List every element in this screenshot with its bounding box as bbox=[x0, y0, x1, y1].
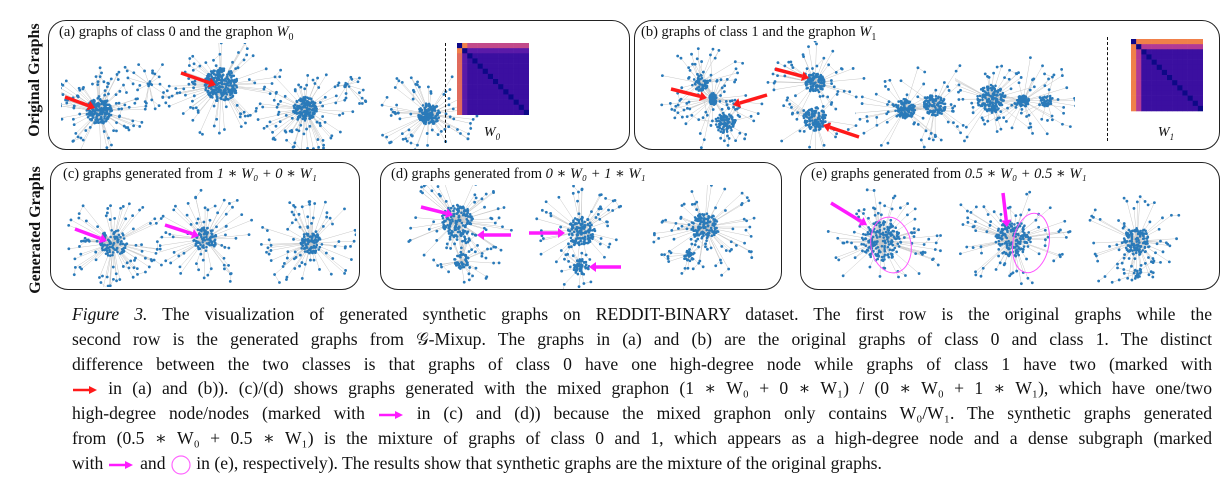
graph-c2 bbox=[159, 188, 253, 283]
figure-caption: Figure 3. The visualization of generated… bbox=[72, 302, 1212, 476]
graph-b4 bbox=[955, 56, 1075, 143]
graph-a1 bbox=[61, 63, 171, 149]
panel-e: (e) graphs generated from 0.5 ∗ W₀ + 0.5… bbox=[800, 162, 1220, 290]
caption-line-6: from (0.5 ∗ W₀ + 0.5 ∗ W₁) is the mixtur… bbox=[72, 427, 1212, 448]
caption-line-1: Figure 3. The visualization of generated… bbox=[72, 304, 1213, 324]
graph-a3 bbox=[255, 68, 368, 149]
separator-a bbox=[445, 43, 446, 143]
row-label-generated: Generated Graphs bbox=[27, 166, 44, 294]
graph-a4 bbox=[380, 75, 481, 149]
panel-c: (c) graphs generated from 1 ∗ W₀ + 0 ∗ W… bbox=[50, 162, 360, 290]
graph-b1 bbox=[660, 47, 768, 149]
row-label-original: Original Graphs bbox=[26, 23, 43, 137]
caption-line-4: in (a) and (b)). (c)/(d) shows graphs ge… bbox=[72, 376, 1212, 401]
panel-d-title: (d) graphs generated from 0 ∗ W₀ + 1 ∗ W… bbox=[391, 166, 646, 182]
panel-e-title: (e) graphs generated from 0.5 ∗ W₀ + 0.5… bbox=[811, 166, 1087, 182]
graph-d3 bbox=[652, 185, 756, 277]
graph-b2 bbox=[766, 41, 866, 149]
red-arrow-icon bbox=[73, 386, 97, 395]
graph-d2 bbox=[529, 185, 623, 289]
magenta-circle-icon bbox=[171, 455, 191, 475]
graph-d1 bbox=[407, 185, 513, 284]
graphon-w0-label: W0 bbox=[483, 125, 501, 142]
separator-b bbox=[1107, 37, 1108, 141]
graphon-w1-heatmap bbox=[1131, 39, 1203, 112]
graph-e2 bbox=[959, 190, 1072, 286]
graph-c3 bbox=[259, 200, 356, 284]
magenta-arrow-icon bbox=[378, 411, 403, 420]
panel-d: (d) graphs generated from 0 ∗ W₀ + 1 ∗ W… bbox=[380, 162, 782, 290]
panel-c-title: (c) graphs generated from 1 ∗ W₀ + 0 ∗ W… bbox=[63, 166, 317, 182]
caption-line-7: with and in (e), respectively). The resu… bbox=[72, 451, 1212, 476]
graphon-w0-heatmap bbox=[457, 43, 529, 115]
panel-b: (b) graphs of class 1 and the graphon W1… bbox=[634, 20, 1220, 150]
panel-b-title: (b) graphs of class 1 and the graphon W1 bbox=[641, 24, 877, 43]
graph-e1 bbox=[826, 188, 942, 279]
caption-line-3: difference between the two classes is th… bbox=[72, 353, 1212, 374]
graphon-w1-label: W1 bbox=[1157, 125, 1175, 142]
graph-a2 bbox=[161, 43, 282, 136]
caption-line-2: second row is the generated graphs from … bbox=[72, 328, 1212, 349]
graph-b3 bbox=[855, 64, 965, 149]
caption-figure-label: Figure 3. bbox=[72, 304, 148, 324]
panel-a-title: (a) graphs of class 0 and the graphon W0 bbox=[59, 24, 294, 43]
graph-e3 bbox=[1088, 195, 1181, 284]
panel-a: (a) graphs of class 0 and the graphon W0… bbox=[48, 20, 630, 150]
caption-line-5: high-degree node/nodes (marked with in (… bbox=[72, 403, 1212, 424]
magenta-arrow-icon bbox=[108, 460, 133, 469]
graph-c1 bbox=[67, 202, 163, 287]
